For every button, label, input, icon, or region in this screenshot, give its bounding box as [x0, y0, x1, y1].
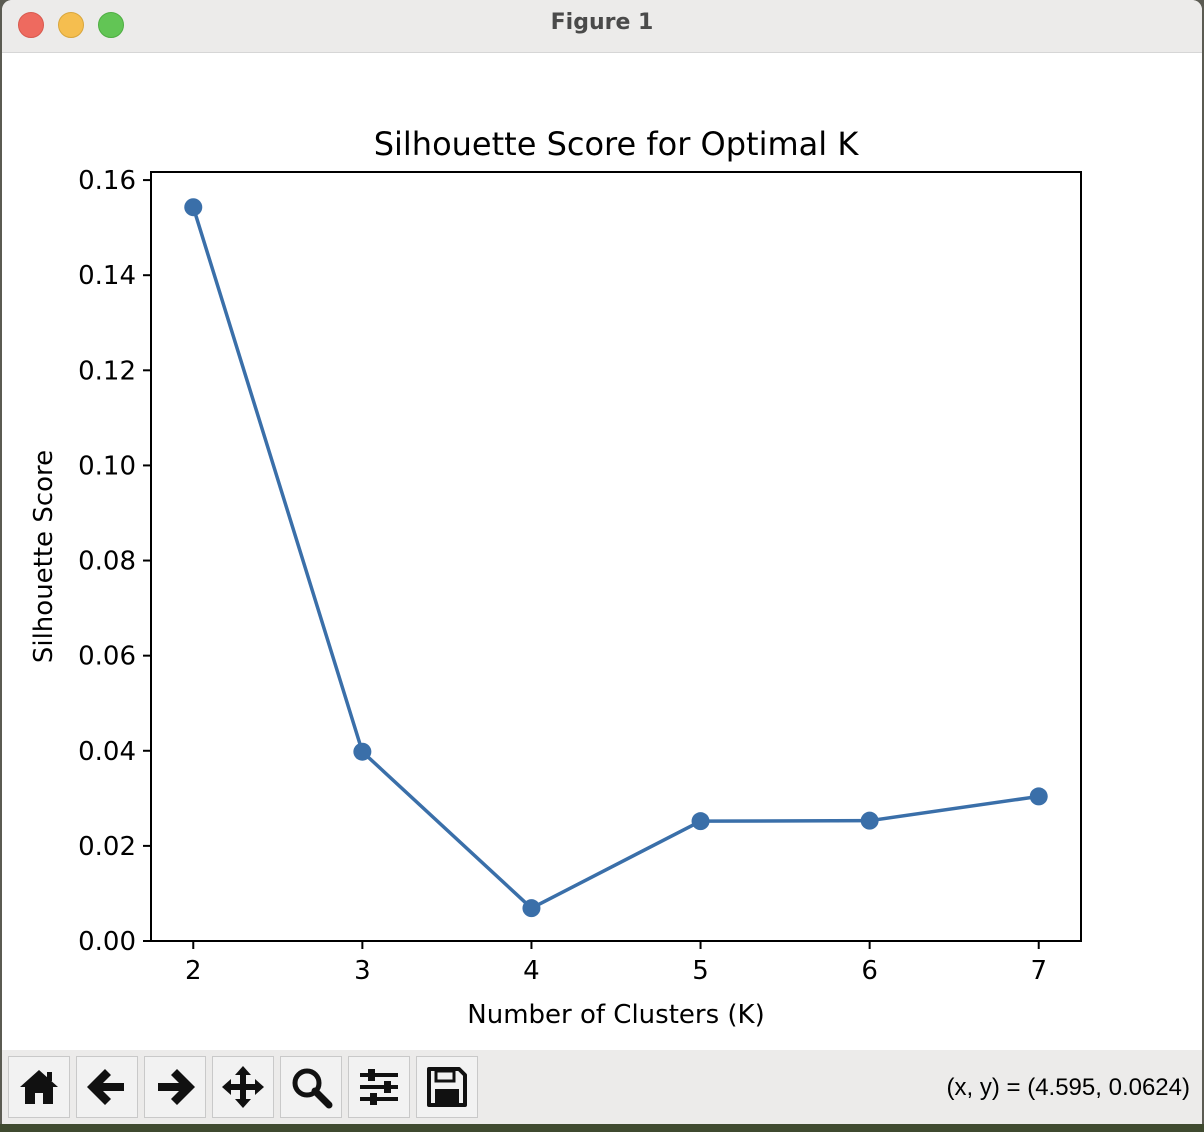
x-tick-label: 7: [1030, 956, 1047, 986]
back-button[interactable]: [76, 1056, 138, 1118]
home-icon: [20, 1070, 58, 1104]
line-chart: Silhouette Score for Optimal K Number of …: [29, 125, 1082, 1030]
y-tick-label: 0.06: [78, 642, 136, 672]
x-tick-label: 3: [354, 956, 371, 986]
navigation-toolbar: (x, y) = (4.595, 0.0624): [2, 1050, 1202, 1124]
x-tick-label: 2: [185, 956, 202, 986]
data-point: [691, 812, 710, 831]
y-axis-label: Silhouette Score: [29, 450, 59, 663]
data-point: [353, 742, 372, 761]
y-tick-label: 0.16: [78, 166, 136, 196]
zoom-magnifier-icon: [292, 1068, 333, 1109]
x-tick-label: 6: [861, 956, 878, 986]
data-point: [1029, 787, 1048, 806]
back-arrow-icon: [87, 1069, 124, 1105]
cursor-coordinates: (x, y) = (4.595, 0.0624): [946, 1074, 1190, 1101]
plot-frame: [150, 171, 1082, 942]
configure-subplots-icon: [360, 1069, 398, 1105]
pan-button[interactable]: [212, 1056, 274, 1118]
configure-subplots-button[interactable]: [348, 1056, 410, 1118]
save-button[interactable]: [416, 1056, 478, 1118]
save-floppy-icon: [427, 1067, 467, 1107]
chart-title: Silhouette Score for Optimal K: [374, 125, 860, 163]
forward-button[interactable]: [144, 1056, 206, 1118]
x-tick-label: 5: [692, 956, 709, 986]
pan-move-icon: [222, 1066, 264, 1108]
y-tick-label: 0.10: [78, 451, 136, 481]
zoom-button[interactable]: [280, 1056, 342, 1118]
x-axis-label: Number of Clusters (K): [467, 1000, 764, 1030]
series-line: [191, 206, 1039, 910]
figure-canvas[interactable]: Silhouette Score for Optimal K Number of …: [2, 53, 1202, 1050]
x-tick-label: 4: [523, 956, 540, 986]
close-window-button[interactable]: [18, 12, 44, 38]
y-tick-label: 0.00: [78, 927, 136, 957]
desktop-background: [0, 1124, 1204, 1132]
y-tick-label: 0.08: [78, 547, 136, 577]
data-point: [522, 899, 541, 918]
home-button[interactable]: [8, 1056, 70, 1118]
y-tick-label: 0.02: [78, 832, 136, 862]
title-bar: Figure 1: [2, 0, 1202, 53]
data-point: [860, 811, 879, 830]
data-point: [184, 198, 203, 217]
y-tick-label: 0.12: [78, 356, 136, 386]
maximize-window-button[interactable]: [98, 12, 124, 38]
forward-arrow-icon: [158, 1069, 195, 1105]
window-title: Figure 1: [550, 10, 654, 35]
minimize-window-button[interactable]: [58, 12, 84, 38]
y-tick-label: 0.04: [78, 737, 136, 767]
y-tick-label: 0.14: [78, 261, 136, 291]
